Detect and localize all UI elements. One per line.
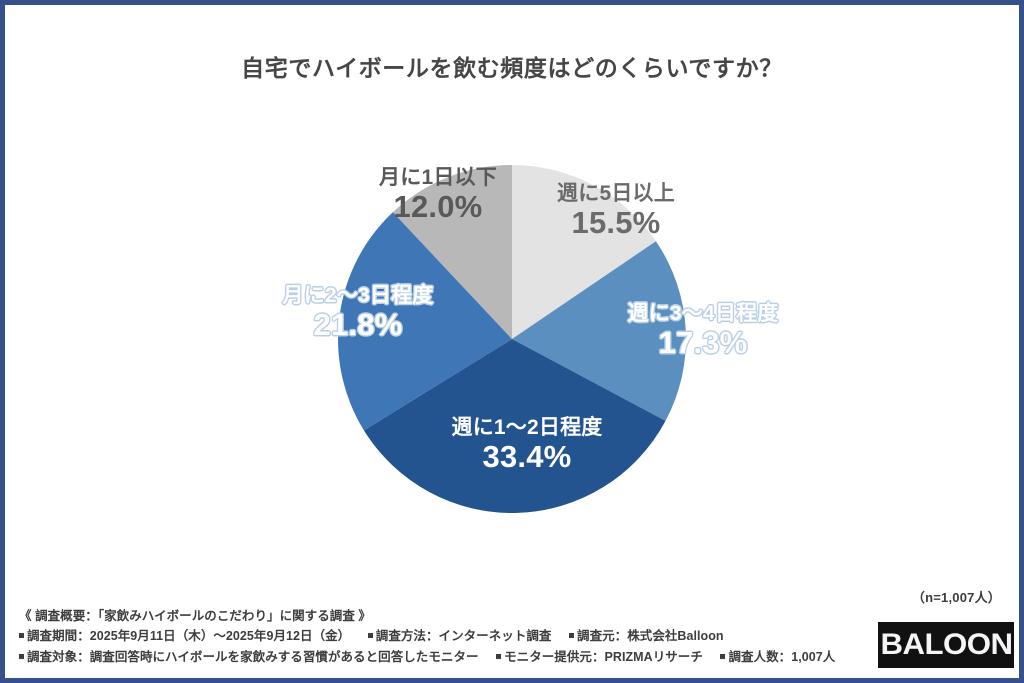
pie-slice [338,212,512,431]
pie-slice [512,165,656,339]
bullet-icon [19,653,24,659]
footer-overview-line: 《 調査概要：「家飲みハイボールのこだわり」に関する調査 》 [19,609,371,623]
footer-item-text: 調査期間：2025年9月11日（木）～2025年9月12日（金） [27,629,351,644]
footer-notes: 《 調査概要：「家飲みハイボールのこだわり」に関する調査 》 調査期間：2025… [19,606,869,667]
footer-line-2: 調査期間：2025年9月11日（木）～2025年9月12日（金） 調査方法：イン… [19,626,869,646]
page-title: 自宅でハイボールを飲む頻度はどのくらいですか？ [241,55,783,81]
bullet-icon [569,633,575,639]
pie-chart [338,165,686,513]
baloon-logo: BALOON [878,622,1014,668]
footer-item-text: モニター提供元：PRIZMAリサーチ [504,649,703,664]
bullet-icon [19,633,24,639]
sample-size-note: （n=1,007人） [911,590,1001,605]
footer-item: 調査期間：2025年9月11日（木）～2025年9月12日（金） [19,629,350,643]
footer-line-3: 調査対象：調査回答時にハイボールを家飲みする習慣があると回答したモニター モニタ… [19,647,869,667]
footer-item-text: 調査対象：調査回答時にハイボールを家飲みする習慣があると回答したモニター [27,649,479,664]
footer-item: 調査人数：1,007人 [720,650,835,664]
bullet-icon [720,653,726,659]
bullet-icon [367,633,373,639]
bullet-icon [496,653,502,659]
pie-slice [512,241,686,421]
footer-item: 調査元：株式会社Balloon [569,629,724,643]
footer-item: 調査方法：インターネット調査 [367,629,552,644]
baloon-logo-text: BALOON [879,628,1013,661]
pie-slice [363,339,666,513]
pie-chart-svg [338,165,686,513]
footer-item: モニター提供元：PRIZMAリサーチ [496,650,703,664]
footer-item-text: 調査元：株式会社Balloon [577,629,724,644]
footer-item-text: 調査人数：1,007人 [728,649,836,664]
footer-item-text: 調査方法：インターネット調査 [375,629,552,644]
pie-slice [392,165,512,339]
footer-item: 調査対象：調査回答時にハイボールを家飲みする習慣があると回答したモニター [19,650,479,664]
